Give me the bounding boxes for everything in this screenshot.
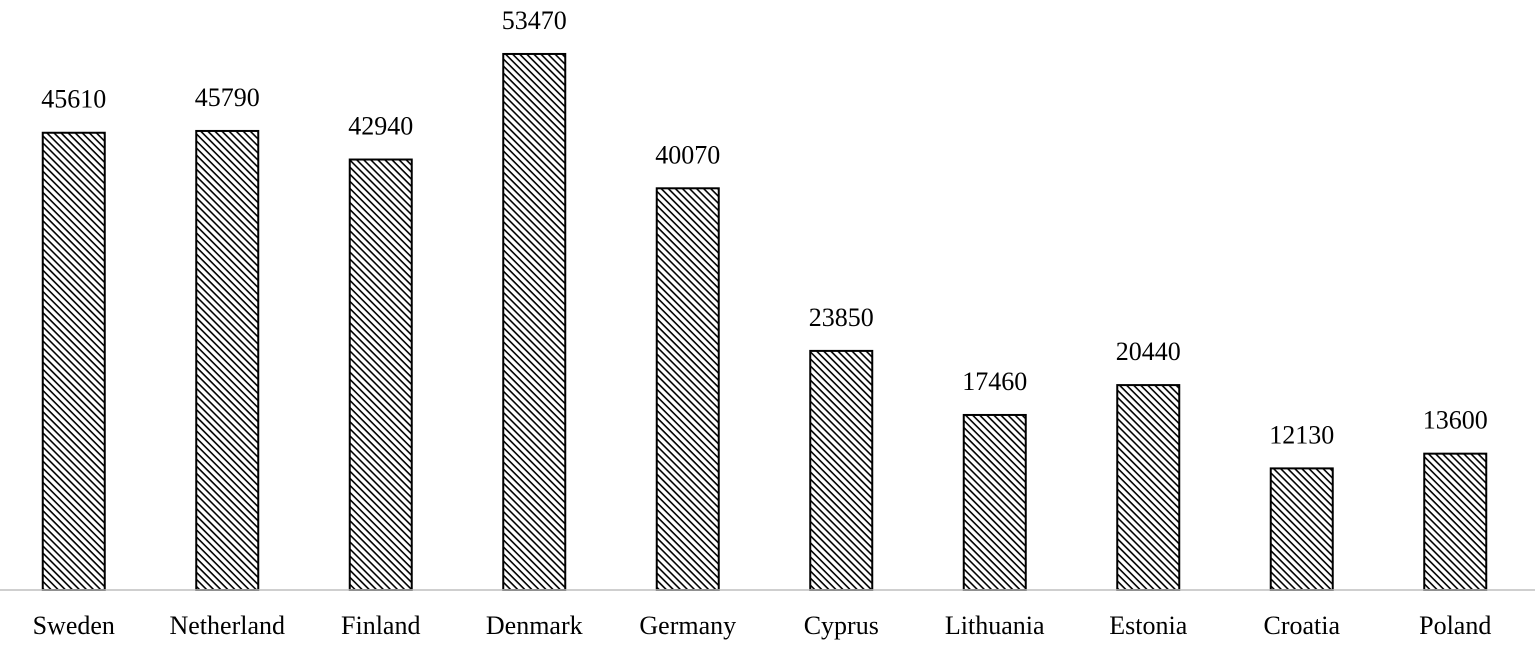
data-label: 40070 <box>655 140 720 169</box>
x-tick-label: Estonia <box>1109 611 1187 640</box>
data-label: 45790 <box>195 83 260 112</box>
x-tick-label: Croatia <box>1263 611 1340 640</box>
bar <box>655 187 720 591</box>
x-tick-label: Netherland <box>169 611 285 640</box>
x-tick-label: Finland <box>341 611 420 640</box>
x-tick-label: Lithuania <box>945 611 1045 640</box>
bar <box>1269 467 1334 592</box>
bar <box>348 158 413 592</box>
bar <box>809 349 874 591</box>
bar <box>41 131 106 592</box>
data-label: 12130 <box>1269 420 1334 449</box>
data-label: 53470 <box>502 6 567 35</box>
x-tick-label: Germany <box>639 611 736 640</box>
x-tick-label: Sweden <box>33 611 115 640</box>
bar <box>1116 384 1181 591</box>
data-label: 45610 <box>41 85 106 114</box>
x-tick-label: Poland <box>1419 611 1491 640</box>
data-label: 13600 <box>1423 406 1488 435</box>
data-label: 17460 <box>962 367 1027 396</box>
data-label: 20440 <box>1116 337 1181 366</box>
bar <box>502 52 567 591</box>
bar <box>962 413 1027 591</box>
x-tick-label: Denmark <box>486 611 583 640</box>
data-label: 42940 <box>348 111 413 140</box>
bar <box>1423 452 1488 591</box>
x-tick-label: Cyprus <box>804 611 879 640</box>
data-label: 23850 <box>809 303 874 332</box>
bar <box>195 129 260 591</box>
